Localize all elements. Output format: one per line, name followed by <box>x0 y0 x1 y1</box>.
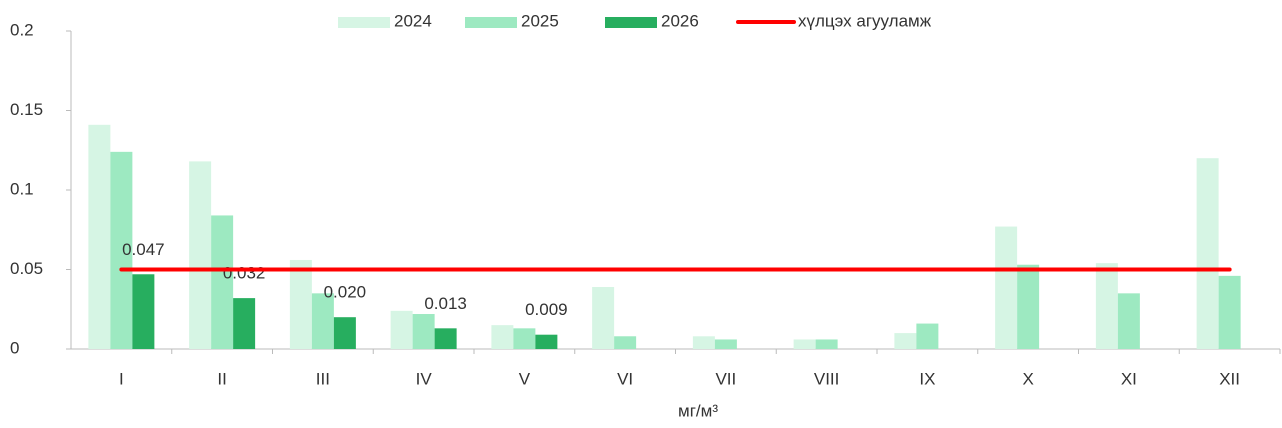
bar <box>333 317 356 349</box>
data-label: 0.013 <box>424 294 467 313</box>
x-tick-label: IX <box>919 369 935 388</box>
legend-swatch <box>465 17 517 28</box>
x-tick-label: X <box>1022 369 1033 388</box>
bar <box>491 325 514 349</box>
x-tick-label: XII <box>1219 369 1240 388</box>
x-tick-label: VI <box>617 369 633 388</box>
bar <box>311 293 334 349</box>
x-tick-label: VIII <box>814 369 840 388</box>
data-label: 0.020 <box>324 283 367 302</box>
bar <box>793 339 816 349</box>
legend-label: 2024 <box>394 11 432 30</box>
y-tick-label: 0.15 <box>10 100 43 119</box>
bar <box>692 336 715 349</box>
bar <box>815 339 838 349</box>
y-tick-label: 0.1 <box>10 179 34 198</box>
x-tick-label: II <box>217 369 226 388</box>
bar <box>1117 293 1140 349</box>
bar <box>592 286 615 349</box>
y-tick-label: 0.2 <box>10 20 34 39</box>
x-tick-label: V <box>519 369 531 388</box>
bar <box>390 310 413 349</box>
bar <box>88 124 111 349</box>
bar <box>211 215 234 349</box>
data-label: 0.047 <box>122 240 165 259</box>
x-tick-label: IV <box>416 369 433 388</box>
x-tick-label: I <box>119 369 124 388</box>
bar <box>132 274 155 349</box>
bar <box>614 336 637 349</box>
bar <box>110 151 133 349</box>
y-tick-label: 0 <box>10 338 19 357</box>
bar <box>714 339 737 349</box>
legend-swatch <box>338 17 390 28</box>
bar <box>1017 264 1040 349</box>
bar <box>189 161 212 349</box>
bar <box>1218 275 1241 349</box>
bar <box>513 328 536 349</box>
bar <box>916 323 939 349</box>
data-label: 0.032 <box>223 264 266 283</box>
bar <box>434 328 457 349</box>
x-tick-label: XI <box>1121 369 1137 388</box>
bar <box>1095 263 1118 349</box>
x-tick-label: III <box>316 369 330 388</box>
data-label: 0.009 <box>525 300 568 319</box>
y-tick-label: 0.05 <box>10 259 43 278</box>
x-tick-label: VII <box>715 369 736 388</box>
legend-label: 2025 <box>521 11 559 30</box>
legend-swatch <box>605 17 657 28</box>
bar <box>894 333 917 349</box>
bar <box>412 314 435 349</box>
bar <box>233 298 256 349</box>
x-axis-label: мг/м³ <box>678 401 718 420</box>
bar <box>995 226 1018 349</box>
bar <box>535 334 558 349</box>
legend-label: хүлцэх агууламж <box>798 11 932 30</box>
legend-label: 2026 <box>661 11 699 30</box>
bar <box>1196 158 1219 349</box>
bar <box>289 259 312 349</box>
